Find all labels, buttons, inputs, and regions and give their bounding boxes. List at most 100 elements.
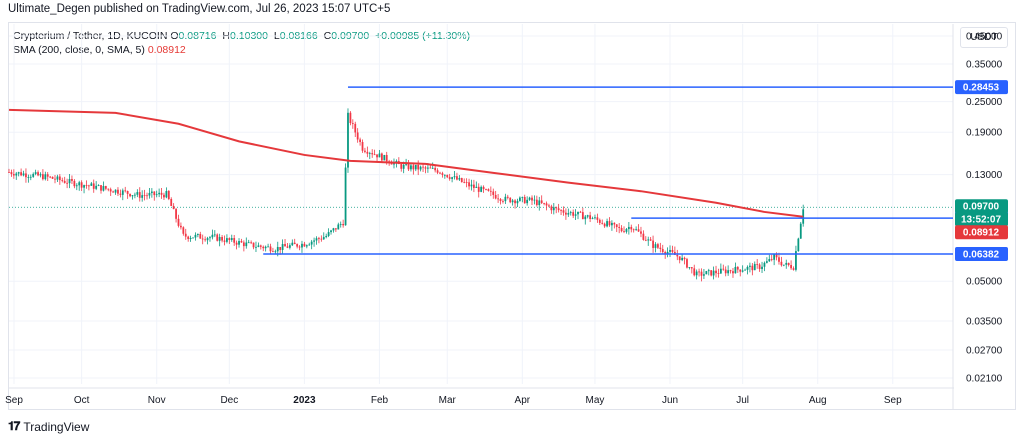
candle-body	[361, 142, 364, 151]
candle-body	[586, 215, 589, 217]
x-tick-label: Apr	[515, 395, 531, 406]
candle-body	[632, 229, 635, 231]
candle-body	[211, 234, 214, 238]
candle-body	[12, 174, 15, 176]
candle-body	[470, 184, 473, 187]
candle-body	[269, 246, 272, 252]
currency-button[interactable]: USDT	[960, 27, 1008, 48]
candle-body	[158, 192, 161, 195]
candle-body	[753, 264, 756, 271]
candle-body	[121, 190, 124, 195]
candle-body	[608, 221, 611, 226]
candle-body	[538, 200, 541, 206]
candle-body	[34, 172, 37, 174]
candle-body	[313, 240, 315, 242]
candle-body	[124, 190, 127, 192]
candle-body	[635, 229, 638, 231]
candle-body	[669, 249, 671, 252]
candle-body	[100, 185, 102, 191]
candle-body	[596, 217, 599, 220]
candle-body	[579, 211, 582, 213]
candle-body	[640, 231, 642, 234]
candle-body	[502, 200, 504, 202]
candle-body	[533, 199, 536, 201]
candle-body	[453, 176, 456, 178]
candle-body	[463, 182, 466, 183]
candle-body	[734, 266, 737, 274]
candle-body	[625, 229, 628, 232]
candle-body	[51, 176, 54, 179]
candle-body	[572, 212, 575, 216]
candle-body	[569, 212, 572, 214]
candle-body	[429, 167, 432, 169]
candle-body	[751, 265, 754, 271]
level-badge-label: 0.06382	[963, 249, 1000, 260]
candle-body	[526, 199, 529, 204]
candle-body	[603, 223, 606, 227]
y-tick-label: 0.02700	[966, 345, 1003, 356]
candle-body	[780, 261, 783, 266]
candle-body	[376, 154, 378, 158]
x-tick-label: Aug	[809, 395, 827, 406]
x-tick-label: Jul	[736, 395, 749, 406]
candle-body	[58, 176, 61, 181]
sma-legend: SMA (200, close, 0, SMA, 5) 0.08912	[13, 44, 186, 56]
candle-body	[206, 238, 209, 241]
x-tick-label: Mar	[439, 395, 457, 406]
candle-body	[373, 154, 376, 156]
candle-body	[485, 189, 487, 190]
candle-body	[242, 242, 245, 247]
candle-body	[535, 199, 538, 206]
candle-body	[705, 271, 708, 275]
candle-body	[238, 241, 240, 245]
candle-body	[175, 209, 177, 219]
candle-body	[73, 180, 76, 187]
candle-body	[150, 191, 153, 193]
candle-body	[259, 245, 262, 247]
candle-body	[765, 261, 768, 263]
candle-body	[291, 242, 294, 246]
candle-body	[54, 178, 56, 180]
y-tick-label: 0.05000	[966, 277, 1003, 288]
x-tick-label: Feb	[371, 395, 389, 406]
candle-body	[494, 194, 497, 199]
candle-body	[320, 238, 323, 240]
candle-body	[700, 271, 703, 276]
candle-body	[693, 268, 696, 276]
candle-body	[739, 269, 742, 272]
candle-body	[630, 226, 633, 230]
candle-body	[499, 199, 502, 201]
candle-body	[255, 246, 257, 248]
candle-body	[504, 196, 507, 202]
candle-body	[194, 234, 197, 238]
candle-body	[223, 240, 226, 242]
candle-body	[545, 203, 548, 206]
candle-body	[756, 264, 759, 265]
candle-body	[681, 257, 684, 261]
candle-body	[770, 259, 773, 260]
candle-body	[703, 274, 705, 276]
candle-body	[584, 216, 587, 220]
candle-body	[160, 192, 163, 195]
candle-body	[782, 264, 785, 266]
candle-body	[664, 252, 667, 254]
candle-body	[209, 237, 211, 239]
level-badge-label: 0.28453	[963, 83, 1000, 94]
candle-body	[347, 112, 349, 168]
candle-body	[690, 267, 693, 269]
candle-body	[390, 163, 393, 165]
footer: 𝟏𝟕 TradingView	[8, 419, 89, 434]
candle-body	[298, 246, 301, 248]
level-badge	[955, 246, 1008, 261]
candle-body	[134, 194, 136, 196]
candle-body	[749, 265, 751, 267]
footer-brand: TradingView	[23, 419, 90, 434]
candle-body	[451, 177, 454, 179]
candle-body	[226, 238, 228, 242]
candle-body	[315, 238, 318, 241]
sma-label: SMA (200, close, 0, SMA, 5)	[13, 44, 145, 56]
candle-body	[138, 192, 141, 198]
price-badge-label: 0.08912	[963, 228, 1000, 239]
candle-body	[732, 271, 734, 274]
